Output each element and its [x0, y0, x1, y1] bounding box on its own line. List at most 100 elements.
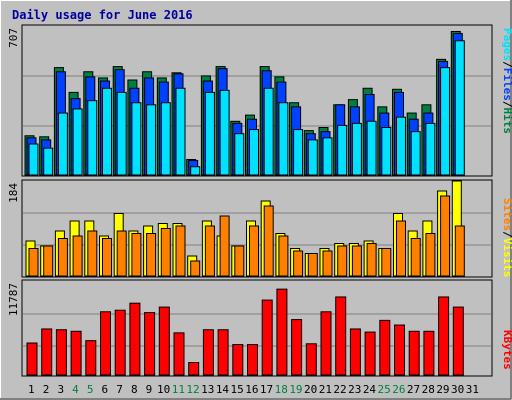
day-label: 31: [466, 383, 479, 396]
pages-bar: [454, 40, 465, 176]
day-label: 29: [436, 383, 449, 396]
bars-layer: [24, 30, 465, 376]
day-label: 7: [116, 383, 123, 396]
kbytes-bar: [70, 330, 82, 376]
sites-bar: [381, 248, 392, 277]
day-label: 18: [275, 383, 288, 396]
legend-separator: /: [501, 231, 512, 238]
kbytes-panel-max-label: 11787: [7, 283, 20, 316]
kbytes-bar: [379, 319, 391, 376]
pages-bar: [307, 139, 318, 176]
kbytes-bar: [232, 344, 244, 376]
pages-bar: [337, 124, 348, 176]
pages-bar: [72, 108, 83, 176]
kbytes-bar: [55, 329, 67, 376]
sites-bar: [146, 233, 157, 277]
sites-bar: [278, 235, 289, 277]
sites-bar: [43, 245, 54, 277]
sites-bar: [396, 220, 406, 277]
kbytes-bar: [291, 319, 303, 376]
pages-bar: [204, 91, 215, 176]
sites-bar: [351, 245, 362, 277]
pages-bar: [43, 147, 54, 176]
sites-bar: [72, 235, 83, 277]
kbytes-bar: [423, 330, 435, 376]
pages-bar: [175, 87, 186, 176]
day-label: 6: [102, 383, 109, 396]
pages-bar: [410, 131, 421, 176]
pages-bar: [146, 104, 157, 176]
pages-bar: [219, 89, 230, 176]
chart-title: Daily usage for June 2016: [12, 8, 193, 22]
kbytes-bar: [100, 311, 111, 376]
pages-bar: [57, 112, 68, 176]
kbytes-panel-legend: KBytes: [501, 330, 512, 370]
day-label: 25: [378, 383, 391, 396]
day-label: 4: [72, 383, 79, 396]
kbytes-bar: [349, 328, 361, 376]
pages-bar: [322, 137, 333, 176]
day-label: 15: [231, 383, 244, 396]
sites-bar: [293, 250, 304, 277]
day-label: 2: [43, 383, 50, 396]
kbytes-bar: [335, 296, 347, 376]
kbytes-bar: [261, 299, 273, 376]
day-label: 24: [363, 383, 377, 396]
sites-bar: [263, 205, 274, 277]
hits-panel-legend: Pages/Files/Hits: [501, 28, 512, 134]
sites-bar: [219, 215, 230, 277]
pages-bar: [440, 67, 451, 176]
kbytes-bar: [173, 332, 185, 376]
day-label: 8: [131, 383, 138, 396]
legend-kbytes: KBytes: [501, 330, 512, 370]
day-label: 1: [28, 383, 35, 396]
visits-panel-max-label: 184: [7, 183, 20, 203]
kbytes-bar: [158, 306, 170, 376]
sites-bar: [366, 243, 377, 277]
kbytes-bar: [26, 342, 38, 376]
sites-bar: [116, 230, 127, 277]
pages-bar: [28, 143, 39, 176]
sites-bar: [28, 248, 39, 277]
kbytes-bar: [394, 324, 405, 376]
sites-bar: [322, 250, 333, 277]
pages-bar: [293, 129, 304, 176]
day-label: 30: [451, 383, 464, 396]
legend-separator: /: [501, 101, 512, 108]
sites-bar: [234, 245, 245, 277]
sites-bar: [131, 233, 142, 277]
x-axis-labels: 1 2 3 4 5 6 7 8 9 10 11 12 13 14 15 16 17 18 19 20 21 22 23 24 2…: [28, 383, 479, 396]
sites-bar: [249, 225, 259, 277]
sites-bar: [410, 238, 421, 277]
pages-bar: [249, 129, 259, 176]
pages-bar: [396, 116, 406, 176]
day-label: 5: [87, 383, 94, 396]
day-label: 20: [304, 383, 317, 396]
kbytes-bar: [114, 309, 126, 376]
pages-bar: [131, 102, 142, 176]
kbytes-bar: [188, 362, 200, 376]
day-label: 26: [392, 383, 405, 396]
kbytes-bar: [276, 288, 288, 376]
sites-bar: [102, 238, 112, 277]
pages-bar: [381, 127, 392, 176]
pages-bar: [366, 120, 377, 176]
day-label: 16: [245, 383, 258, 396]
day-label: 28: [422, 383, 435, 396]
day-label: 27: [407, 383, 420, 396]
pages-bar: [425, 122, 436, 176]
legend-files: Files: [501, 68, 512, 101]
pages-bar: [116, 91, 127, 176]
legend-hits: Hits: [501, 108, 512, 135]
day-label: 10: [157, 383, 170, 396]
visits-panel-legend: Sites/Visits: [501, 198, 512, 278]
hits-panel-max-label: 707: [7, 28, 20, 48]
day-label: 9: [146, 383, 153, 396]
day-label: 12: [186, 383, 199, 396]
legend-separator: /: [501, 61, 512, 68]
day-label: 19: [289, 383, 302, 396]
legend-visits: Visits: [501, 238, 512, 278]
day-label: 22: [333, 383, 346, 396]
